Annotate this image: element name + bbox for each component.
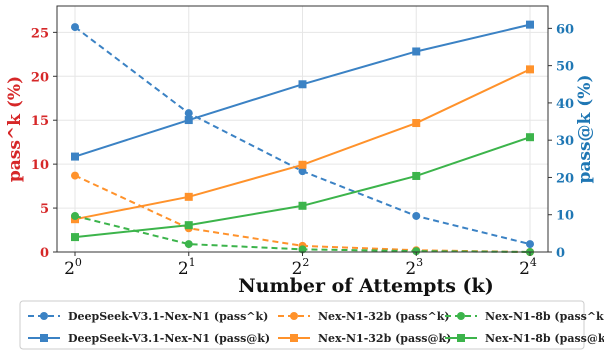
x-tick-label: 20: [64, 256, 82, 279]
data-point: [184, 240, 193, 249]
legend-label: Nex-N1-8b (pass@k): [485, 332, 604, 345]
legend-swatch-marker: [457, 312, 465, 320]
series-1: [71, 20, 534, 161]
data-point: [412, 247, 421, 256]
legend-entry: Nex-N1-8b (pass@k): [445, 332, 604, 345]
series-5: [71, 133, 534, 242]
legend-label: Nex-N1-8b (pass^k): [485, 310, 604, 323]
y-tick-label-right: 0: [556, 246, 565, 261]
x-axis-label: Number of Attempts (k): [238, 275, 493, 297]
data-point: [526, 133, 534, 142]
data-point: [71, 171, 79, 180]
y-tick-label-right: 60: [556, 22, 574, 37]
y-tick-label-right: 20: [556, 171, 574, 186]
y-tick-label-left: 25: [31, 26, 49, 41]
data-point: [184, 221, 193, 230]
legend: DeepSeek-V3.1-Nex-N1 (pass^k) Nex-N1-32b …: [19, 300, 604, 350]
legend-entry: DeepSeek-V3.1-Nex-N1 (pass^k): [28, 310, 268, 323]
y-tick-label-left: 5: [40, 202, 49, 217]
legend-label: DeepSeek-V3.1-Nex-N1 (pass^k): [68, 310, 268, 323]
legend-swatch-marker: [40, 312, 48, 320]
data-point: [526, 20, 534, 29]
series-0: [71, 23, 534, 249]
data-point: [526, 240, 534, 249]
data-point: [298, 167, 307, 176]
grid: [57, 6, 548, 253]
data-point: [71, 233, 79, 242]
legend-swatch-marker: [40, 334, 48, 342]
data-point: [412, 119, 421, 128]
legend-label: DeepSeek-V3.1-Nex-N1 (pass@k): [68, 332, 270, 345]
legend-swatch-marker: [457, 334, 465, 342]
series-layer: [71, 20, 534, 256]
data-point: [184, 109, 193, 118]
data-point: [298, 80, 307, 89]
data-point: [526, 65, 534, 74]
data-point: [71, 211, 79, 220]
y-tick-label-left: 20: [31, 70, 49, 85]
legend-swatch-marker: [290, 312, 298, 320]
y-tick-label-left: 15: [31, 114, 49, 129]
data-point: [71, 152, 79, 161]
legend-entry: Nex-N1-32b (pass@k): [278, 332, 451, 345]
y-axis-label-left: pass^k (%): [5, 76, 25, 182]
data-point: [298, 201, 307, 210]
axes: 20 21 22 23 24 0 5 10 15 20 25 0 10 20 30 40 50 60: [31, 22, 574, 279]
legend-entry: Nex-N1-8b (pass^k): [445, 310, 604, 323]
legend-label: Nex-N1-32b (pass^k): [318, 310, 450, 323]
x-tick-label: 24: [519, 256, 537, 279]
x-tick-label: 21: [178, 256, 196, 279]
legend-entry: DeepSeek-V3.1-Nex-N1 (pass@k): [28, 332, 270, 345]
y-tick-label-left: 0: [40, 246, 49, 261]
legend-entry: Nex-N1-32b (pass^k): [278, 310, 450, 323]
x-tick-label: 22: [292, 256, 310, 279]
y-axis-label-right: pass@k (%): [575, 75, 595, 184]
y-tick-label-right: 40: [556, 97, 574, 112]
data-point: [412, 47, 421, 56]
data-point: [71, 23, 79, 32]
y-tick-label-right: 10: [556, 209, 574, 224]
legend-swatch-marker: [290, 334, 298, 342]
data-point: [412, 171, 421, 180]
y-tick-label-left: 10: [31, 158, 49, 173]
data-point: [298, 245, 307, 254]
data-point: [184, 192, 193, 201]
y-tick-label-right: 30: [556, 134, 574, 149]
data-point: [184, 116, 193, 125]
y-tick-label-right: 50: [556, 60, 574, 75]
legend-label: Nex-N1-32b (pass@k): [318, 332, 451, 345]
data-point: [412, 211, 421, 220]
series-4: [71, 211, 534, 256]
legend-box: [19, 300, 585, 350]
x-tick-label: 23: [405, 256, 423, 279]
data-point: [298, 160, 307, 169]
